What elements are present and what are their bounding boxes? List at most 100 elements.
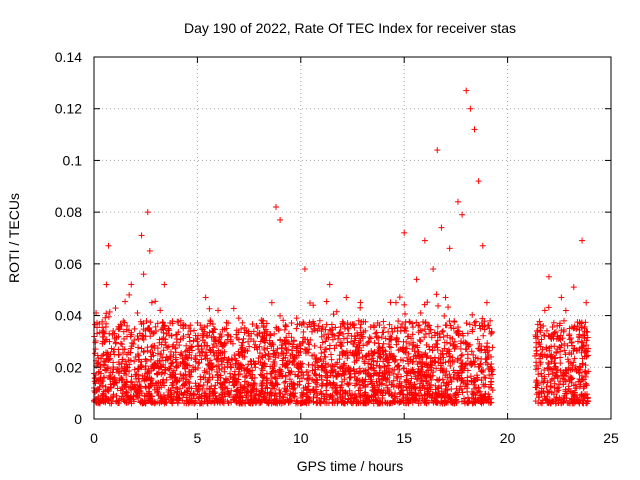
data-point-dense	[327, 351, 334, 358]
grid-lines	[94, 57, 611, 419]
data-point-dense	[126, 361, 133, 368]
data-point	[459, 211, 466, 218]
data-points	[91, 87, 590, 399]
data-point-dense	[311, 342, 318, 349]
data-point-dense	[160, 391, 167, 398]
data-point-dense	[122, 298, 129, 305]
data-point-dense	[545, 304, 552, 311]
data-point-dense	[209, 344, 216, 351]
data-point-dense	[357, 299, 364, 306]
data-point-dense	[371, 339, 378, 346]
data-point	[103, 281, 110, 288]
data-point-dense	[323, 298, 330, 305]
data-point-dense	[92, 339, 99, 346]
data-point	[134, 309, 141, 316]
data-point-dense	[268, 375, 275, 382]
data-point-dense	[240, 335, 247, 342]
data-point-dense	[161, 370, 168, 377]
data-point	[467, 105, 474, 112]
data-point-dense	[475, 385, 482, 392]
data-point	[430, 266, 437, 273]
data-point-dense	[185, 325, 192, 332]
data-point	[326, 281, 333, 288]
data-point-dense	[451, 318, 458, 325]
data-point-dense	[266, 340, 273, 347]
data-point-dense	[444, 374, 451, 381]
data-point-dense	[304, 368, 311, 375]
data-point-dense	[446, 371, 453, 378]
data-point	[215, 307, 222, 314]
data-point-dense	[464, 330, 471, 337]
data-point-dense	[300, 319, 307, 326]
data-point	[401, 229, 408, 236]
data-point-dense	[553, 350, 560, 357]
data-point-dense	[342, 325, 349, 332]
data-point-dense	[337, 324, 344, 331]
data-point-dense	[288, 319, 295, 326]
data-point-dense	[571, 355, 578, 362]
data-point-dense	[316, 317, 323, 324]
data-point-dense	[228, 399, 235, 406]
y-tick-labels: 0 0.02 0.04 0.06 0.08 0.1 0.12 0.14	[55, 49, 82, 427]
data-point-dense	[300, 372, 307, 379]
data-point-dense	[582, 319, 589, 326]
data-point-dense	[403, 354, 410, 361]
data-point-dense	[131, 358, 138, 365]
x-tick-label: 10	[293, 430, 309, 446]
data-point-dense	[239, 319, 246, 326]
data-point-dense	[423, 360, 430, 367]
data-point-dense	[576, 333, 583, 340]
data-point-dense	[329, 399, 336, 406]
data-point-dense	[381, 324, 388, 331]
chart-title: Day 190 of 2022, Rate Of TEC Index for r…	[184, 20, 516, 36]
y-tick-label: 0.04	[55, 308, 82, 324]
data-point-dense	[457, 363, 464, 370]
data-point-dense	[533, 344, 540, 351]
data-point-dense	[333, 308, 340, 315]
data-point-dense	[345, 381, 352, 388]
data-point-dense	[380, 318, 387, 325]
x-tick-label: 20	[500, 430, 516, 446]
data-point	[132, 372, 139, 379]
data-point-dense	[142, 362, 149, 369]
data-point-dense	[252, 341, 259, 348]
data-point	[434, 147, 441, 154]
data-point-dense	[102, 314, 109, 321]
data-point-dense	[414, 375, 421, 382]
data-point-dense	[400, 338, 407, 345]
data-point-dense	[402, 310, 409, 317]
data-point-dense	[281, 326, 288, 333]
data-point-dense	[549, 324, 556, 331]
data-point-dense	[242, 374, 249, 381]
data-point-dense	[267, 389, 274, 396]
data-point-dense	[156, 384, 163, 391]
data-point-dense	[446, 318, 453, 325]
data-point-dense	[442, 322, 449, 329]
data-point-dense	[557, 354, 564, 361]
data-point-dense	[440, 327, 447, 334]
data-point-dense	[187, 322, 194, 329]
x-tick-label: 25	[603, 430, 619, 446]
data-point-dense	[315, 323, 322, 330]
data-point-dense	[293, 325, 300, 332]
data-point-dense	[433, 291, 440, 298]
data-point-dense	[183, 342, 190, 349]
data-point	[105, 242, 112, 249]
data-point	[301, 266, 308, 273]
data-point	[579, 237, 586, 244]
data-point	[475, 178, 482, 185]
data-point-dense	[387, 336, 394, 343]
data-point-dense	[103, 320, 110, 327]
data-point	[471, 126, 478, 133]
data-point-dense	[277, 312, 284, 319]
data-point-dense	[197, 373, 204, 380]
data-point-dense	[365, 381, 372, 388]
data-point-dense	[105, 313, 112, 320]
data-point-dense	[359, 354, 366, 361]
data-point	[157, 307, 164, 314]
data-point-dense	[557, 360, 564, 367]
data-point-dense	[442, 359, 449, 366]
data-point-dense	[119, 341, 126, 348]
data-point-dense	[384, 362, 391, 369]
data-point-dense	[306, 299, 313, 306]
